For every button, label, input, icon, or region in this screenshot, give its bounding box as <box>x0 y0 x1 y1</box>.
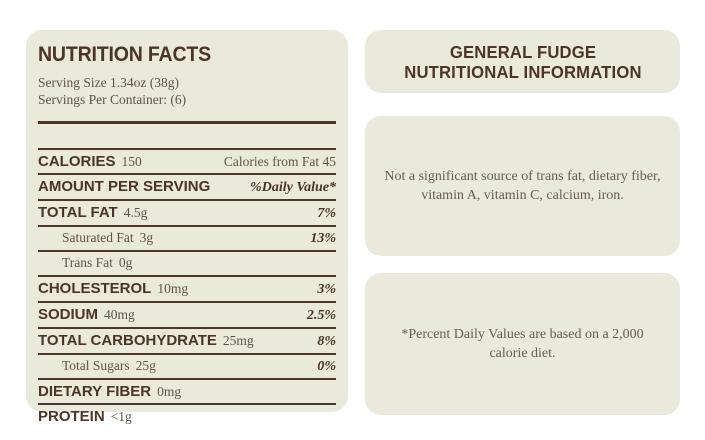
not-significant-source-box: Not a significant source of trans fat, d… <box>365 116 680 256</box>
row-label: Total Sugars <box>62 358 130 373</box>
table-row-amount-per-serving: AMOUNT PER SERVING %Daily Value* <box>38 175 336 201</box>
nutrition-facts-title: NUTRITION FACTS <box>38 43 211 66</box>
row-right-value: %Daily Value* <box>250 180 336 195</box>
row-amount: 40mg <box>104 307 135 322</box>
general-info-heading-box: GENERAL FUDGE NUTRITIONAL INFORMATION <box>365 30 680 93</box>
row-amount: 25g <box>135 358 156 373</box>
table-row-cholesterol: CHOLESTEROL 10mg 3% <box>38 277 336 303</box>
table-row-dietary-fiber: DIETARY FIBER 0mg <box>38 380 336 405</box>
row-label: TOTAL CARBOHYDRATE <box>38 332 217 349</box>
row-right-value: 8% <box>317 334 336 349</box>
general-info-heading-line2: NUTRITIONAL INFORMATION <box>403 61 642 82</box>
table-row-trans-fat: Trans Fat 0g <box>38 252 336 277</box>
table-row-saturated-fat: Saturated Fat 3g 13% <box>38 227 336 252</box>
row-right-value: 7% <box>317 206 336 221</box>
row-label: Saturated Fat <box>62 230 134 245</box>
not-significant-source-text: Not a significant source of trans fat, d… <box>384 167 660 205</box>
row-amount: 0mg <box>157 384 182 399</box>
row-right-value: 3% <box>317 282 336 297</box>
row-amount: 3g <box>139 230 154 245</box>
servings-per-container-text: Servings Per Container: (6) <box>38 92 187 107</box>
table-row-total-fat: TOTAL FAT 4.5g 7% <box>38 201 336 227</box>
percent-daily-values-text: *Percent Daily Values are based on a 2,0… <box>401 325 643 363</box>
row-right-value: 0% <box>317 359 336 374</box>
row-amount: <1g <box>110 409 132 424</box>
row-label: CALORIES <box>38 153 116 170</box>
percent-daily-values-box: *Percent Daily Values are based on a 2,0… <box>365 273 680 415</box>
sources-note-line2: vitamin A, vitamin C, calcium, iron. <box>421 188 624 203</box>
table-row-sodium: SODIUM 40mg 2.5% <box>38 303 336 329</box>
daily-values-note-line1: *Percent Daily Values are based on a 2,0… <box>401 327 644 342</box>
row-label: AMOUNT PER SERVING <box>38 178 211 195</box>
row-right-value: 13% <box>310 231 336 246</box>
serving-size-text: Serving Size 1.34oz (38g) <box>38 75 179 90</box>
table-row-protein: PROTEIN <1g <box>38 405 336 428</box>
row-amount: 25mg <box>222 333 254 348</box>
row-label: CHOLESTEROL <box>38 280 152 297</box>
daily-values-note-line2: calorie diet. <box>489 346 556 361</box>
nutrition-facts-panel: NUTRITION FACTS Serving Size 1.34oz (38g… <box>26 30 348 425</box>
row-label: TOTAL FAT <box>38 204 118 221</box>
row-label: PROTEIN <box>38 408 105 425</box>
row-amount: 150 <box>121 154 142 169</box>
header-divider <box>38 121 336 124</box>
sources-note-line1: Not a significant source of trans fat, d… <box>384 169 661 184</box>
table-row-total-sugars: Total Sugars 25g 0% <box>38 355 336 380</box>
row-right-value: Calories from Fat 45 <box>223 154 336 169</box>
table-row-total-carbohydrate: TOTAL CARBOHYDRATE 25mg 8% <box>38 329 336 355</box>
row-right-value: 2.5% <box>306 308 336 323</box>
row-label: SODIUM <box>38 306 98 323</box>
table-row-calories: CALORIES 150 Calories from Fat 45 <box>38 150 336 175</box>
row-label: DIETARY FIBER <box>38 383 152 400</box>
general-info-heading-line1: GENERAL FUDGE <box>449 41 596 62</box>
row-amount: 4.5g <box>123 205 148 220</box>
row-label: Trans Fat <box>62 255 113 270</box>
nutrition-table: CALORIES 150 Calories from Fat 45 AMOUNT… <box>38 148 336 428</box>
row-amount: 0g <box>118 255 133 270</box>
row-amount: 10mg <box>157 281 189 296</box>
